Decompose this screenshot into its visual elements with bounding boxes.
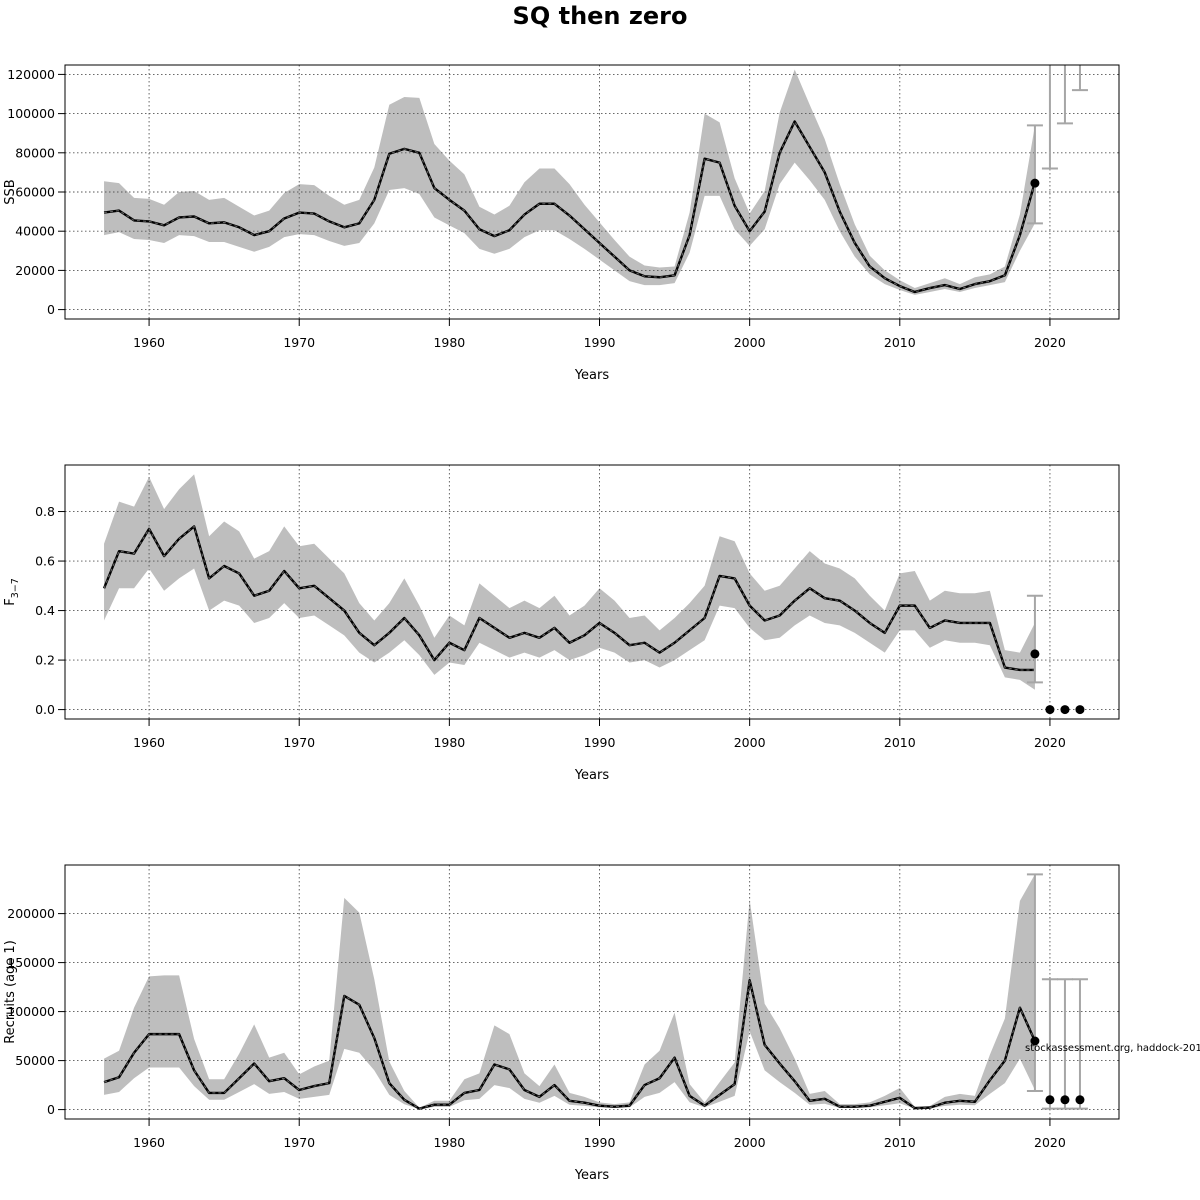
fbar-confidence-band [104, 474, 1035, 690]
recruits-forecast-point-2021 [1060, 1095, 1070, 1105]
recruits-y-tick-label: 200000 [7, 906, 55, 921]
ssb-x-tick-label: 1990 [584, 335, 616, 350]
ssb-x-tick-label: 2010 [884, 335, 916, 350]
ssb-plot-frame [64, 64, 1120, 320]
ssb-x-tick-label: 2000 [734, 335, 766, 350]
fbar-forecast-point-2021 [1060, 705, 1070, 715]
ssb-x-axis-label: Years [574, 368, 610, 383]
recruits-y-tick-label: 50000 [15, 1053, 55, 1068]
fbar-y-tick-label: 0.2 [35, 653, 55, 668]
recruits-confidence-band [104, 874, 1035, 1110]
recruits-x-tick-label: 2010 [884, 1135, 916, 1150]
ssb-panel: 1960 1970 1980 1990 2000 2010 2020 0 20000 40000 6… [3, 64, 1120, 383]
ssb-y-tick-label: 120000 [7, 67, 55, 82]
recruits-x-tick-label: 1970 [283, 1135, 315, 1150]
fbar-x-axis-label: Years [574, 768, 610, 783]
recruits-estimate-dash [103, 980, 1036, 1110]
recruits-x-tick-label: 1960 [133, 1135, 165, 1150]
fbar-y-tick-label: 0.8 [35, 504, 55, 519]
recruits-x-tick-label: 2020 [1034, 1135, 1066, 1150]
fbar-panel: 1960 1970 1980 1990 2000 2010 2020 0.0 0.2 0.4 0.6… [3, 464, 1120, 783]
recruits-x-tick-label: 2000 [734, 1135, 766, 1150]
fbar-y-tick-label: 0.0 [35, 702, 55, 717]
ssb-x-tick-label: 1980 [433, 335, 465, 350]
fbar-x-tick-label: 1970 [283, 735, 315, 750]
ssb-y-tick-label: 0 [47, 302, 55, 317]
fbar-y-tick-label: 0.6 [35, 554, 55, 569]
ssb-y-axis-label: SSB [3, 179, 18, 204]
fbar-forecast-group [1026, 594, 1085, 715]
fbar-y-axis-label: F3−7 [3, 578, 21, 606]
fbar-x-tick-label: 1980 [433, 735, 465, 750]
source-note: stockassessment.org, haddock-2019 [1025, 1043, 1200, 1054]
fbar-x-tick-label: 1990 [584, 735, 616, 750]
ssb-estimate-dash [103, 120, 1036, 293]
fbar-plot-frame [64, 464, 1120, 720]
ssb-forecast-point-2020 [1048, 65, 1052, 66]
ssb-y-tick-label: 40000 [15, 224, 55, 239]
fbar-y-tick-label: 0.4 [35, 603, 55, 618]
ssb-x-tick-label: 2020 [1034, 335, 1066, 350]
recruits-panel: 1960 1970 1980 1990 2000 2010 2020 0 50000 100000… [3, 864, 1120, 1183]
recruits-plot-frame [64, 864, 1120, 1120]
ssb-forecast-group [1026, 65, 1088, 225]
ssb-y-tick-label: 60000 [15, 185, 55, 200]
ssb-y-tick-label: 80000 [15, 145, 55, 160]
recruits-y-tick-label: 100000 [7, 1004, 55, 1019]
recruits-y-tick-label: 150000 [7, 955, 55, 970]
ssb-x-tick-label: 1970 [283, 335, 315, 350]
page-title: SQ then zero [512, 2, 688, 30]
recruits-x-tick-label: 1990 [584, 1135, 616, 1150]
fbar-x-tick-label: 2000 [734, 735, 766, 750]
ssb-y-tick-label: 20000 [15, 263, 55, 278]
recruits-endpoint-point [1030, 1036, 1040, 1046]
recruits-y-axis-label: Recruits (age 1) [3, 940, 18, 1044]
ssb-y-tick-label: 100000 [7, 106, 55, 121]
fbar-x-tick-label: 2020 [1034, 735, 1066, 750]
recruits-x-axis-label: Years [574, 1168, 610, 1183]
recruits-y-tick-label: 0 [47, 1102, 55, 1117]
fbar-estimate-dash [103, 525, 1035, 671]
fbar-forecast-point-2020 [1045, 705, 1055, 715]
recruits-x-tick-label: 1980 [433, 1135, 465, 1150]
ssb-x-tick-label: 1960 [133, 335, 165, 350]
recruits-forecast-group [1026, 873, 1088, 1110]
fbar-x-tick-label: 1960 [133, 735, 165, 750]
fbar-forecast-point-2022 [1075, 705, 1085, 715]
fbar-endpoint-point [1030, 649, 1040, 659]
recruits-forecast-point-2020 [1045, 1095, 1055, 1105]
fbar-x-tick-label: 2010 [884, 735, 916, 750]
ssb-endpoint-point [1030, 178, 1040, 188]
ssb-confidence-band [104, 69, 1035, 295]
recruits-forecast-point-2022 [1075, 1095, 1085, 1105]
